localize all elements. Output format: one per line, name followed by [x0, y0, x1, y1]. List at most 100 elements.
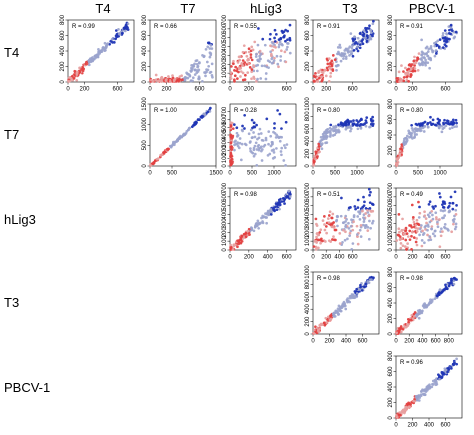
data-point	[452, 121, 456, 125]
data-point	[229, 243, 233, 247]
y-tick-label: 700	[222, 14, 228, 25]
data-point	[317, 238, 321, 242]
data-point	[402, 70, 405, 73]
data-point	[344, 214, 348, 218]
data-point	[455, 125, 459, 128]
data-point	[321, 137, 325, 141]
scatter-panel: 0 200 400 600 800 0 200 400 600 R = 0.96	[388, 350, 463, 429]
y-tick-label: 400	[142, 45, 148, 56]
data-point	[229, 247, 233, 251]
data-point	[236, 77, 239, 80]
data-point	[444, 283, 447, 287]
data-point	[348, 234, 351, 238]
data-point	[236, 144, 240, 148]
data-point	[434, 211, 438, 215]
correlation-label: R = 0.28	[234, 108, 258, 114]
data-point	[156, 80, 160, 83]
data-point	[167, 75, 170, 78]
data-point	[268, 60, 272, 64]
data-point	[237, 70, 240, 74]
data-point	[356, 123, 359, 126]
data-point	[320, 75, 324, 79]
data-point	[324, 316, 328, 320]
data-point	[440, 375, 444, 378]
data-point	[268, 37, 272, 41]
data-point	[320, 70, 324, 74]
data-point	[356, 45, 359, 49]
x-tick-label: 0	[394, 87, 398, 93]
data-point	[367, 214, 371, 218]
data-point	[448, 127, 452, 130]
row-label-hlig3: hLig3	[4, 212, 36, 227]
x-tick-label: 0	[148, 171, 152, 177]
data-point	[283, 197, 287, 201]
data-point	[411, 317, 415, 320]
data-point	[421, 126, 425, 130]
data-point	[329, 62, 332, 66]
data-point	[312, 332, 316, 335]
data-point	[352, 220, 355, 224]
data-point	[329, 71, 333, 75]
data-point	[201, 79, 204, 83]
data-point	[364, 36, 367, 39]
data-point	[233, 74, 237, 78]
data-point	[326, 62, 330, 66]
data-point	[420, 224, 423, 227]
data-point	[454, 222, 458, 226]
y-tick-label: 800	[388, 266, 394, 277]
data-point	[428, 66, 431, 70]
data-point	[356, 215, 360, 218]
data-point	[206, 110, 210, 114]
data-point	[428, 56, 432, 60]
data-point	[331, 134, 335, 137]
data-point	[243, 127, 246, 130]
data-point	[412, 220, 416, 224]
column-label-pbcv-1: PBCV-1	[409, 1, 455, 16]
y-tick-label: 400	[222, 209, 228, 220]
y-tick-label: 0	[142, 164, 148, 168]
data-point	[261, 214, 265, 218]
data-point	[260, 159, 264, 162]
data-point	[229, 155, 233, 158]
data-point	[260, 149, 263, 153]
data-point	[239, 75, 242, 78]
panel-frame	[149, 103, 217, 167]
data-point	[355, 287, 359, 291]
data-point	[343, 238, 347, 242]
data-point	[284, 146, 287, 150]
data-point	[346, 297, 350, 300]
data-point	[359, 224, 363, 227]
data-point	[403, 137, 406, 141]
data-point	[444, 368, 448, 372]
data-point	[91, 56, 94, 59]
data-point	[193, 123, 197, 126]
y-tick-label: 600	[222, 23, 228, 34]
data-point	[423, 210, 426, 214]
data-point	[404, 238, 408, 242]
y-tick-label: 0	[388, 416, 394, 420]
x-tick-label: 0	[311, 87, 315, 93]
y-tick-label: 600	[305, 123, 311, 134]
data-point	[369, 118, 373, 122]
data-point	[368, 201, 372, 205]
data-point	[124, 23, 128, 27]
data-point	[229, 77, 233, 80]
data-point	[358, 46, 362, 50]
data-point	[434, 204, 437, 208]
data-point	[440, 130, 444, 134]
data-point	[254, 64, 258, 68]
data-point	[316, 155, 319, 159]
data-point	[327, 57, 331, 60]
data-point	[411, 217, 415, 221]
data-point	[273, 36, 276, 40]
data-point	[362, 29, 366, 32]
data-point	[253, 144, 257, 148]
scatter-panel: 0 200 400 600 800 0 500 1000 R = 0.80	[388, 98, 463, 177]
data-point	[351, 44, 354, 48]
data-point	[429, 58, 433, 62]
data-point	[433, 54, 437, 58]
data-point	[192, 64, 196, 68]
data-point	[201, 115, 205, 118]
data-point	[351, 54, 355, 58]
y-tick-label: 400	[305, 136, 311, 147]
